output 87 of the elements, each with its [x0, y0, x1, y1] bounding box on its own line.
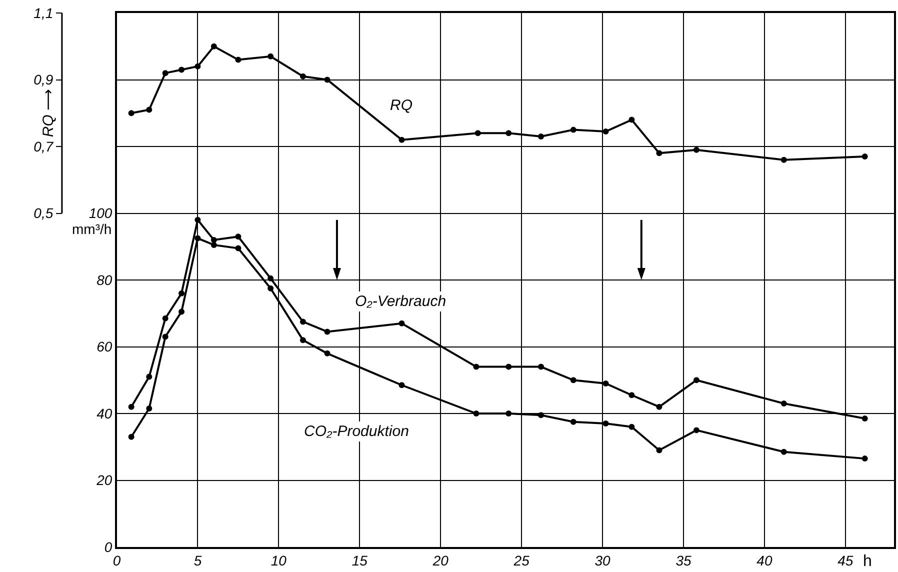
point	[693, 377, 700, 384]
point	[324, 328, 330, 335]
point	[602, 420, 609, 427]
x-tick-label: 15	[352, 552, 368, 569]
point	[628, 116, 635, 123]
point	[570, 418, 576, 425]
point	[506, 364, 512, 370]
series-label: RQ	[390, 97, 413, 114]
point	[235, 245, 242, 252]
x-tick-label: 5	[194, 552, 202, 569]
point	[146, 374, 152, 380]
x-tick-label: 40	[756, 552, 772, 569]
y-tick-label: 60	[96, 338, 112, 355]
x-tick-label: 25	[512, 552, 530, 569]
point	[780, 156, 787, 163]
point	[146, 106, 152, 113]
point	[128, 434, 134, 440]
point	[862, 154, 868, 160]
point	[628, 392, 635, 398]
point	[538, 133, 544, 140]
y-tick-label: 100	[88, 205, 112, 222]
point	[656, 150, 662, 156]
y2-tick-label: 0,7	[34, 138, 54, 154]
point	[178, 66, 185, 73]
point	[162, 315, 168, 322]
y-tick-label: 20	[96, 472, 112, 488]
point	[128, 110, 134, 116]
series-label: O₂-Verbrauch	[355, 293, 446, 310]
point	[656, 404, 662, 410]
point	[162, 70, 168, 76]
point	[570, 126, 576, 133]
point	[210, 43, 217, 50]
point	[398, 320, 405, 326]
point	[693, 427, 700, 434]
point	[300, 337, 306, 344]
point	[324, 76, 330, 83]
x-tick-label: 10	[270, 552, 287, 569]
point	[194, 216, 201, 223]
point	[194, 235, 201, 242]
y-tick-label: 40	[96, 405, 112, 422]
point	[862, 416, 868, 422]
point	[538, 364, 544, 370]
point	[178, 290, 185, 296]
point	[473, 410, 480, 416]
y-axis-title: mm³/h	[72, 221, 112, 237]
point	[268, 285, 274, 292]
text: CO₂-Produktion	[304, 423, 409, 440]
point	[862, 456, 868, 462]
point	[780, 400, 787, 406]
x-tick-label: 35	[676, 552, 692, 569]
point	[780, 448, 787, 455]
point	[194, 63, 201, 70]
point	[506, 130, 512, 136]
point	[324, 350, 330, 356]
x-tick-label: 30	[594, 552, 611, 569]
point	[656, 447, 662, 454]
point	[473, 364, 480, 370]
point	[602, 380, 609, 386]
point	[506, 410, 512, 416]
y2-tick-label: 0,5	[34, 205, 54, 222]
point	[628, 424, 635, 430]
y2-axis-title: RQ ⟶	[40, 88, 57, 138]
point	[178, 308, 185, 315]
y-tick-label: 80	[96, 272, 112, 288]
x-tick-label: 45	[838, 552, 854, 569]
y-tick-label: 0	[104, 538, 112, 555]
point	[235, 56, 242, 63]
point	[602, 128, 609, 134]
y2-tick-label: 1,1	[34, 4, 54, 21]
point	[693, 146, 700, 153]
y2-tick-label: 0,9	[34, 72, 54, 88]
point	[268, 53, 274, 60]
point	[398, 382, 405, 388]
point	[538, 412, 544, 418]
point	[146, 405, 152, 412]
point	[235, 234, 242, 240]
point	[570, 377, 576, 384]
point	[474, 130, 481, 136]
x-tick-label: 20	[432, 552, 449, 569]
point	[300, 318, 306, 325]
point	[210, 236, 217, 243]
point	[162, 334, 168, 340]
point	[268, 275, 274, 282]
x-axis-title: h	[863, 553, 872, 570]
point	[398, 136, 405, 143]
point	[128, 404, 134, 410]
point	[300, 73, 306, 80]
